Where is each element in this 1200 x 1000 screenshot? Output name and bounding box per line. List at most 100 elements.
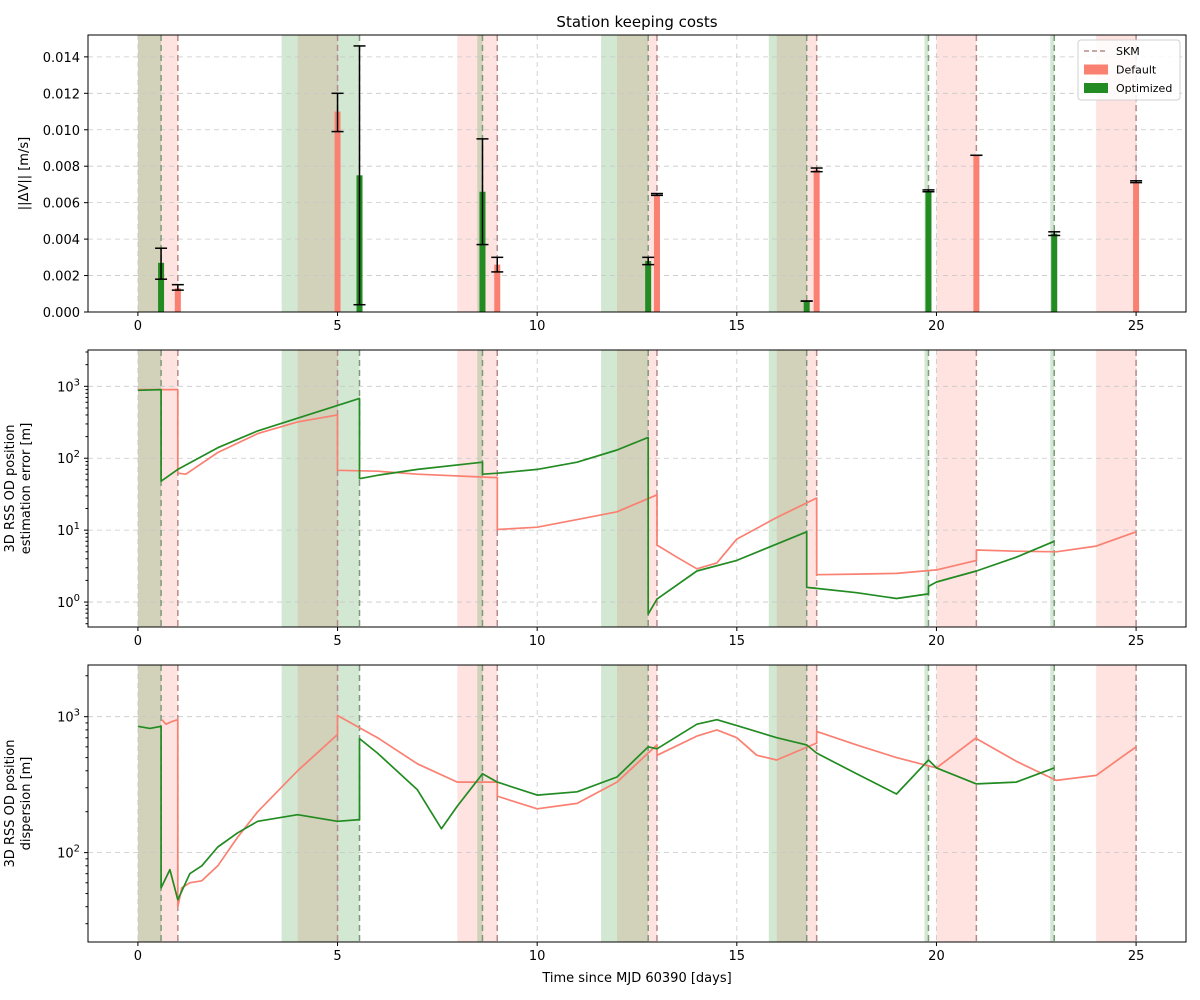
tracking-window-default	[1096, 350, 1137, 627]
legend-label: SKM	[1116, 45, 1140, 58]
y-tick-label: 0.012	[43, 87, 80, 102]
x-tick-label: 5	[333, 319, 341, 334]
bar-optimized	[158, 262, 165, 312]
legend-swatch	[1084, 83, 1108, 93]
plot-area	[88, 665, 1186, 942]
series-line-optimized	[137, 388, 1055, 615]
panel-estimation-error: 0 5 10 15 20 25 100 101 102 103 3D RSS OD position…	[3, 349, 1187, 649]
tracking-window-default	[936, 350, 977, 627]
y-tick-label: 0.002	[43, 270, 80, 285]
tracking-window-optimized	[1050, 35, 1055, 312]
y-tick-label: 103	[57, 377, 80, 395]
bar-optimized	[925, 191, 932, 312]
bar-default	[494, 264, 501, 312]
tracking-window-optimized	[1050, 350, 1055, 627]
y-tick-label: 0.000	[43, 306, 80, 321]
tracking-window-default	[297, 665, 338, 942]
tracking-window-default	[776, 35, 817, 312]
tracking-window-default	[457, 350, 498, 627]
y-tick-label: 0.014	[43, 51, 80, 66]
tracking-window-default	[137, 665, 178, 942]
y-tick-label: 100	[57, 593, 80, 611]
tracking-window-optimized	[1050, 665, 1055, 942]
x-tick-label: 5	[333, 949, 341, 964]
y-tick-label: 0.008	[43, 160, 80, 175]
legend: SKM Default Optimized	[1077, 39, 1181, 101]
bar-default	[1133, 182, 1140, 312]
plot-area	[88, 350, 1186, 627]
tracking-window-optimized	[477, 35, 483, 312]
tracking-window-default	[936, 665, 977, 942]
x-tick-label: 15	[729, 634, 746, 649]
tracking-window-optimized	[477, 665, 483, 942]
x-axis-label: Time since MJD 60390 [days]	[541, 971, 731, 986]
y-tick-label: 103	[57, 708, 80, 726]
tracking-window-optimized	[768, 665, 807, 942]
tracking-window-optimized	[281, 350, 360, 627]
tracking-window-default	[137, 35, 178, 312]
y-axis-label: 3D RSS OD positiondispersion [m]	[3, 740, 34, 868]
x-tick-label: 0	[134, 949, 142, 964]
bar-default	[973, 155, 980, 312]
tracking-window-default	[776, 350, 817, 627]
series-line-default	[161, 714, 1137, 908]
x-tick-label: 20	[928, 949, 945, 964]
tracking-window-optimized	[601, 35, 649, 312]
tracking-window-optimized	[281, 665, 360, 942]
x-tick-label: 0	[134, 634, 142, 649]
panel-delta-v: 0 5 10 15 20 25 0.000 0.002 0.004 0.006 0.008 0.010…	[17, 34, 1187, 334]
tracking-window-optimized	[924, 665, 929, 942]
x-tick-label: 20	[928, 319, 945, 334]
plot-area	[88, 35, 1186, 312]
series-line-default	[137, 388, 1137, 576]
y-tick-label: 0.010	[43, 124, 80, 139]
tracking-window-default	[617, 350, 657, 627]
tracking-window-default	[457, 665, 498, 942]
bar-optimized	[1051, 233, 1058, 312]
x-tick-label: 10	[529, 319, 546, 334]
tracking-window-optimized	[768, 350, 807, 627]
legend-label: Default	[1116, 64, 1157, 77]
tracking-window-optimized	[137, 350, 162, 627]
x-tick-label: 15	[729, 319, 746, 334]
y-tick-label: 102	[57, 844, 80, 862]
y-tick-label: 102	[57, 449, 80, 467]
bar-optimized	[645, 260, 652, 312]
tracking-window-optimized	[924, 350, 929, 627]
x-tick-label: 10	[529, 634, 546, 649]
legend-label: Optimized	[1116, 82, 1172, 95]
series-line-optimized	[137, 718, 1055, 901]
x-tick-label: 25	[1128, 949, 1145, 964]
tracking-window-optimized	[477, 350, 483, 627]
x-tick-label: 25	[1128, 319, 1145, 334]
tracking-window-default	[137, 350, 178, 627]
y-tick-label: 0.006	[43, 197, 80, 212]
tracking-window-optimized	[601, 665, 649, 942]
x-tick-label: 15	[729, 949, 746, 964]
tracking-window-optimized	[137, 35, 162, 312]
bar-default	[813, 169, 820, 312]
tracking-window-optimized	[601, 350, 649, 627]
bar-default	[174, 288, 181, 312]
tracking-window-default	[617, 665, 657, 942]
y-tick-label: 101	[57, 521, 80, 539]
tracking-window-optimized	[281, 35, 360, 312]
tracking-window-default	[936, 35, 977, 312]
bar-optimized	[479, 191, 486, 312]
tracking-window-default	[297, 350, 338, 627]
x-tick-label: 25	[1128, 634, 1145, 649]
y-axis-label: ||ΔV|| [m/s]	[17, 137, 32, 210]
tracking-window-optimized	[924, 35, 929, 312]
chart-title: Station keeping costs	[556, 13, 717, 31]
x-tick-label: 5	[333, 634, 341, 649]
y-axis-label: 3D RSS OD positionestimation error [m]	[3, 423, 34, 555]
y-tick-label: 0.004	[43, 233, 80, 248]
x-tick-label: 10	[529, 949, 546, 964]
bar-default	[653, 195, 660, 312]
tracking-window-optimized	[137, 665, 162, 942]
bar-optimized	[803, 301, 810, 312]
x-tick-label: 20	[928, 634, 945, 649]
x-tick-label: 0	[134, 319, 142, 334]
tracking-window-optimized	[768, 35, 807, 312]
